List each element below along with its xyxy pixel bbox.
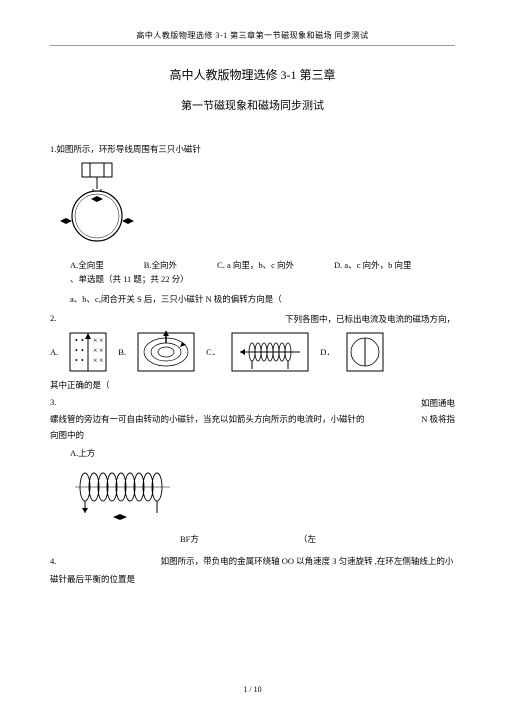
q1-text: 1.如图所示，环形导线周围有三只小磁针 [50,143,455,155]
svg-text:×: × [99,356,104,365]
q4-number: 4. [50,556,56,566]
q2-figA: •• •• •• ×× ×× ×× [68,331,108,373]
q2-label-D: D． [320,346,335,358]
title-line-1: 高中人教版物理选修 3-1 第三章 [50,66,455,83]
q4-line1: 4. 如图所示，带负电的金属环绕轴 OO 以角速度 3 匀速旋转 ,在环左侧轴线… [50,555,455,567]
q1-sub: a、b、c,闭合开关 S 后，三只小磁针 N 极的偏转方向是（ [70,293,455,305]
header-rule [50,45,455,46]
running-header: 高中人教版物理选修 3-1 第三章第一节磁现象和磁场 同步测试 [50,30,455,41]
q3-line2a: 螺线管的旁边有一可自由转动的小磁针，当充以如箭头方向所示的电流时，小磁针的 [50,413,365,425]
q3-right1: 如图通电 [421,397,455,409]
q1-optB: B.全向外 [144,259,177,271]
svg-text:•: • [75,336,78,345]
q3-line2: 螺线管的旁边有一可自由转动的小磁针，当充以如箭头方向所示的电流时，小磁针的 N … [50,413,455,425]
q3-line3: 向图中的 [50,429,455,441]
q1-options: A.全向里 B.全向外 C. a 向里，b、c 向外 D. a、c 向外，b 向… [70,259,455,271]
q2-figB [136,331,196,373]
q3-line2b: N 极将指 [421,413,455,425]
q3-number: 3. [50,397,56,409]
title-line-2: 第一节磁现象和磁场同步测试 [50,97,455,113]
q3-bf-row: BF方 （左 [180,533,455,545]
section-heading: 、单选题（共 11 题；共 22 分） [70,273,455,285]
page-footer: 1 / 10 [0,685,505,694]
q2-correct: 其中正确的是（ [50,379,455,391]
svg-text:×: × [93,336,98,345]
q2-number: 2. [50,313,56,325]
page: 高中人教版物理选修 3-1 第三章第一节磁现象和磁场 同步测试 高中人教版物理选… [0,0,505,611]
q2-text: 下列各图中，已标出电流及电流的磁场方向， [285,313,455,325]
svg-text:•: • [75,346,78,355]
svg-text:•: • [75,356,78,365]
q2-figD [345,331,385,373]
svg-text:×: × [99,346,104,355]
q3-optA: A.上方 [70,447,455,459]
q2-label-B: B. [118,347,126,357]
q3-line1: 3. 如图通电 [50,397,455,409]
q4-line2: 磁针最后平衡的位置是 [50,573,455,585]
svg-text:×: × [99,336,104,345]
q1-optD: D. a、c 向外，b 向里 [334,259,411,271]
q2-row: 2. 下列各图中，已标出电流及电流的磁场方向， [50,313,455,325]
svg-text:•: • [81,336,84,345]
q3-left: （左 [299,533,316,545]
q1-figure [60,161,455,253]
svg-text:×: × [93,346,98,355]
q2-label-A: A. [50,347,58,357]
svg-text:×: × [93,356,98,365]
q3-figure [70,465,455,527]
q3-bf: BF方 [180,533,199,545]
q1-body: 如图所示，环形导线周围有三只小磁针 [56,144,201,154]
svg-text:•: • [81,356,84,365]
q2-figC [230,331,310,373]
q2-figures: A. •• •• •• ×× ×× ×× B. C． [50,331,455,373]
q4-text: 如图所示，带负电的金属环绕轴 OO 以角速度 3 匀速旋转 ,在环左侧轴线上的小 [161,556,454,566]
q1-optA: A.全向里 [70,259,104,271]
q1-optC: C. a 向里，b、c 向外 [217,259,294,271]
svg-text:•: • [81,346,84,355]
q2-label-C: C． [206,346,220,358]
